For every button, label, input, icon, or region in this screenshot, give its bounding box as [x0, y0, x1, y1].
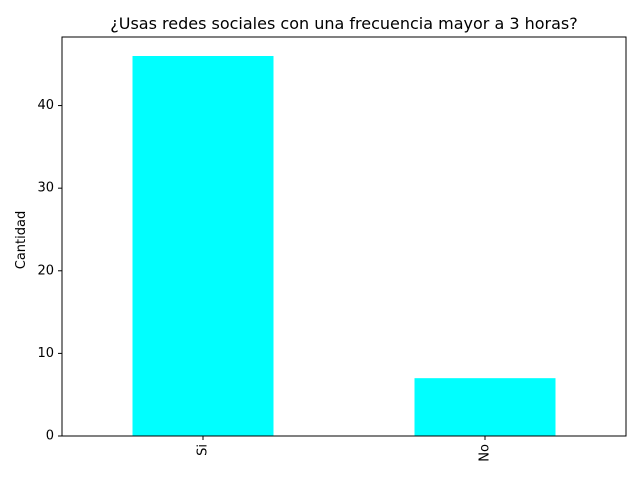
y-tick-label: 10 [37, 346, 54, 361]
y-tick-label: 30 [37, 181, 54, 196]
bar-no [414, 378, 556, 436]
bar-si [132, 56, 274, 436]
plot-frame [61, 36, 627, 437]
y-tick-label: 0 [46, 429, 54, 444]
x-tick-label: No [478, 444, 493, 462]
x-tick-label: Si [196, 444, 211, 456]
y-axis-label: Cantidad [14, 211, 29, 269]
y-tick-label: 20 [37, 263, 54, 278]
y-tick-label: 40 [37, 98, 54, 113]
bars-group [132, 56, 556, 436]
x-axis-ticks: Si No [196, 436, 493, 462]
chart-title: ¿Usas redes sociales con una frecuencia … [110, 14, 578, 33]
y-axis-ticks: 0 10 20 30 40 [37, 98, 62, 444]
